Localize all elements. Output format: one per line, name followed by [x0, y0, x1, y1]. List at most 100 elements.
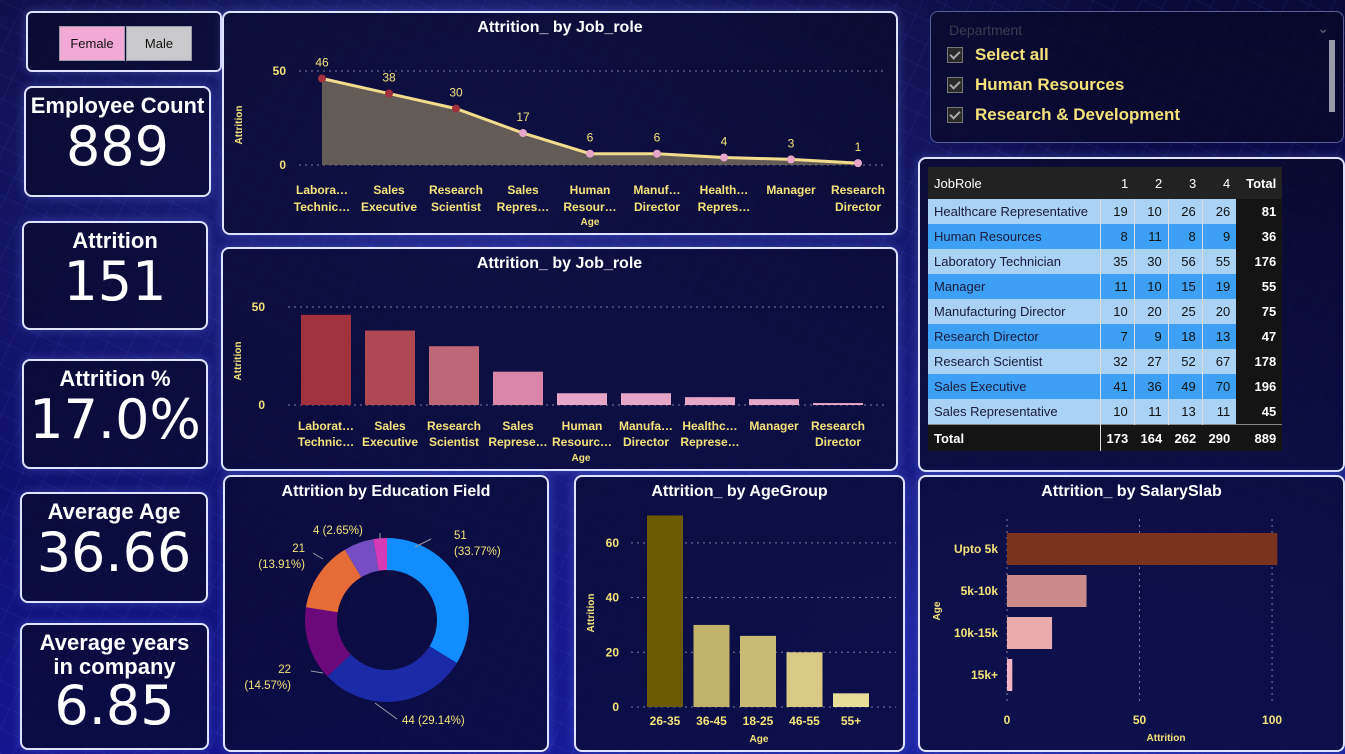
- x-tick-label: 55+: [841, 714, 861, 728]
- department-option-label: Research & Development: [975, 105, 1181, 124]
- matrix-row[interactable]: Research Director 7 9 18 13 47: [928, 324, 1283, 349]
- x-tick-label: Sales Repres…: [497, 183, 550, 214]
- matrix-row[interactable]: Human Resources 8 11 8 9 36: [928, 224, 1283, 249]
- matrix-rowlabel: Healthcare Representative: [928, 199, 1100, 224]
- x-tick-label: Research Director: [811, 419, 865, 449]
- attrition-label: Attrition: [72, 228, 158, 253]
- chevron-down-icon[interactable]: ⌄: [1317, 20, 1329, 36]
- matrix-cell: 196: [1236, 374, 1283, 399]
- x-axis-label: Age: [572, 453, 591, 464]
- donut-slice: [305, 607, 351, 677]
- matrix-cell: 81: [1236, 199, 1283, 224]
- matrix-cell: 47: [1236, 324, 1283, 349]
- matrix-cell: 45: [1236, 399, 1283, 425]
- matrix-cell: 10: [1099, 299, 1135, 324]
- matrix-rowlabel: Manager: [928, 274, 1100, 299]
- matrix-header-jobrole[interactable]: JobRole: [928, 167, 1100, 199]
- matrix-cell: 56: [1167, 249, 1203, 274]
- department-option-hr[interactable]: Human Resources: [947, 72, 1124, 98]
- matrix-header-2[interactable]: 2: [1134, 167, 1169, 199]
- x-axis-label: Age: [581, 217, 600, 228]
- matrix-total-cell: 290: [1202, 424, 1237, 451]
- attrition-card: Attrition 151: [22, 221, 208, 330]
- department-slicer-title: Department: [949, 22, 1023, 38]
- scrollbar[interactable]: [1329, 40, 1335, 112]
- data-label: 46: [315, 56, 329, 70]
- donut-slice: [387, 538, 469, 663]
- bar: [1007, 659, 1013, 691]
- matrix-cell: 13: [1167, 399, 1203, 425]
- matrix-cell: 9: [1201, 224, 1237, 249]
- matrix-rowlabel: Human Resources: [928, 224, 1100, 249]
- x-tick-label: Research Scientist: [427, 419, 481, 449]
- matrix-cell: 15: [1167, 274, 1203, 299]
- matrix-header-4[interactable]: 4: [1202, 167, 1237, 199]
- bar: [833, 693, 869, 707]
- leader-line: [414, 538, 432, 548]
- matrix-row[interactable]: Sales Representative 10 11 13 11 45: [928, 399, 1283, 425]
- avg-years-label: Average years in company: [39, 630, 190, 679]
- matrix-rowlabel: Research Director: [928, 324, 1100, 349]
- matrix-row[interactable]: Manager 11 10 15 19 55: [928, 274, 1283, 299]
- matrix-cell: 20: [1201, 299, 1237, 324]
- matrix-total-cell: 889: [1236, 424, 1283, 451]
- matrix-cell: 8: [1167, 224, 1203, 249]
- bar: [493, 371, 543, 405]
- matrix-rowlabel: Sales Representative: [928, 399, 1100, 425]
- matrix-header-total[interactable]: Total: [1236, 167, 1283, 199]
- bar: [786, 652, 823, 707]
- department-option-select-all[interactable]: Select all: [947, 42, 1049, 68]
- average-age-value: 36.66: [36, 521, 192, 584]
- matrix-cell: 26: [1167, 199, 1203, 224]
- department-option-rd[interactable]: Research & Development: [947, 102, 1180, 128]
- matrix-header-3[interactable]: 3: [1168, 167, 1203, 199]
- jobrole-matrix: JobRole 1 2 3 4 Total Healthcare Represe…: [928, 167, 1283, 451]
- x-tick-label: Human Resour…: [563, 183, 616, 214]
- y-tick-label: 60: [606, 536, 620, 550]
- jobrole-matrix-card: JobRole 1 2 3 4 Total Healthcare Represe…: [918, 157, 1345, 472]
- matrix-row[interactable]: Research Scientist 32 27 52 67 178: [928, 349, 1283, 374]
- bar: [685, 397, 735, 405]
- matrix-cell: 10: [1133, 274, 1169, 299]
- agegroup-chart-card: Attrition_ by AgeGroup 0 20 40 60 26-35 36-45…: [574, 475, 905, 752]
- checkbox-icon[interactable]: [947, 107, 963, 123]
- matrix-header-1[interactable]: 1: [1100, 167, 1135, 199]
- matrix-row[interactable]: Sales Executive 41 36 49 70 196: [928, 374, 1283, 399]
- data-point: [586, 149, 594, 158]
- x-tick-label: Manufa… Director: [619, 419, 673, 449]
- bar: [813, 403, 863, 405]
- chart-title: Attrition by Education Field: [281, 483, 491, 500]
- matrix-cell: 11: [1133, 399, 1169, 425]
- leader-line: [374, 702, 398, 720]
- slice-label: 21 (13.91%): [258, 543, 305, 571]
- matrix-row[interactable]: Laboratory Technician 35 30 56 55 176: [928, 249, 1283, 274]
- matrix-cell: 41: [1099, 374, 1135, 399]
- data-label: 17: [516, 110, 530, 124]
- matrix-cell: 36: [1236, 224, 1283, 249]
- checkbox-icon[interactable]: [947, 47, 963, 63]
- x-tick-label: Manager: [749, 419, 799, 433]
- matrix-row[interactable]: Healthcare Representative 19 10 26 26 81: [928, 199, 1283, 224]
- attrition-pct-value: 17.0%: [29, 388, 201, 451]
- x-tick-label: Manuf… Director: [633, 183, 680, 214]
- matrix-rowlabel: Laboratory Technician: [928, 249, 1100, 274]
- bar: [365, 330, 415, 405]
- data-point: [787, 155, 795, 164]
- area-fill: [322, 78, 858, 165]
- x-tick-label: Health… Repres…: [698, 183, 751, 214]
- matrix-cell: 178: [1236, 349, 1283, 374]
- department-option-label: Human Resources: [975, 75, 1125, 94]
- male-button[interactable]: Male: [126, 26, 192, 61]
- matrix-cell: 10: [1133, 199, 1169, 224]
- matrix-cell: 19: [1099, 199, 1135, 224]
- checkbox-icon[interactable]: [947, 77, 963, 93]
- x-tick-label: Sales Executive: [362, 419, 418, 449]
- matrix-cell: 9: [1133, 324, 1169, 349]
- matrix-total-label: Total: [928, 424, 1100, 451]
- data-point: [653, 149, 661, 158]
- matrix-total-cell: 173: [1099, 424, 1135, 451]
- leader-line: [312, 552, 324, 560]
- bar: [1007, 617, 1053, 649]
- matrix-row[interactable]: Manufacturing Director 10 20 25 20 75: [928, 299, 1283, 324]
- female-button[interactable]: Female: [59, 26, 125, 61]
